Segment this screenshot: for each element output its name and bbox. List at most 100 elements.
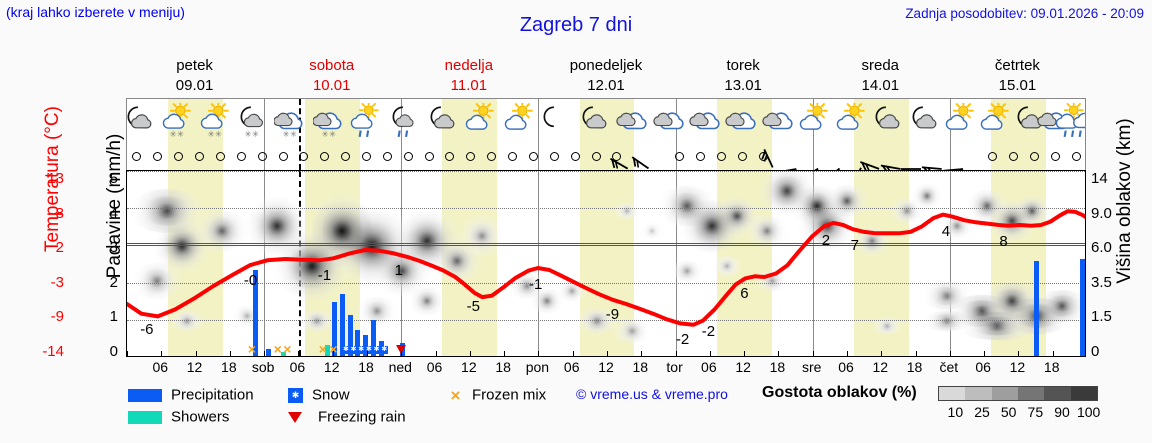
x-axis-tick: [264, 351, 266, 356]
weather-icon-moon-cloud: [1013, 103, 1047, 143]
weather-icon-moon-cloud: [127, 103, 157, 143]
weather-icon-sun-cloud-rain: [1054, 100, 1085, 143]
weather-icon-cloud: [725, 103, 759, 143]
precipitation-tick: 4: [109, 204, 118, 222]
weather-icon-sun-cloud: [835, 100, 869, 143]
precipitation-bar: [355, 329, 361, 356]
precipitation-bar: [1080, 258, 1085, 356]
calm-wind-circle: [716, 152, 726, 161]
temperature-line: [127, 209, 1085, 327]
calm-wind-circle: [424, 152, 434, 161]
x-axis-label: 06: [975, 359, 991, 375]
cloud-scale-label: 10: [947, 404, 964, 420]
calm-wind-circle: [988, 152, 998, 161]
gridline-horizontal: [127, 245, 1085, 247]
legend-freezing-rain: Freezing rain: [288, 408, 406, 426]
last-update-text: Zadnja posodobitev: 09.01.2026 - 20:09: [905, 6, 1144, 21]
calm-wind-circle: [675, 152, 685, 161]
calm-wind-circle: [174, 152, 184, 161]
precipitation-tick: 3: [109, 239, 118, 257]
weather-icon-moon-cloud: [578, 103, 612, 143]
x-axis-label: 06: [701, 359, 717, 375]
weather-icon-moon-rain: [388, 103, 422, 143]
x-axis-tick: [435, 351, 437, 356]
precipitation-bar: [363, 335, 369, 356]
x-axis-tick: [812, 351, 814, 356]
svg-text:✳: ✳: [283, 129, 290, 139]
wind-barb: [938, 156, 964, 170]
temperature-tick: 8: [55, 204, 64, 222]
x-axis-label: 18: [906, 359, 923, 375]
temperature-label: -2: [701, 322, 716, 340]
wind-barb: [771, 156, 798, 170]
day-name: petek: [176, 57, 213, 74]
cloud-scale-step: [939, 387, 966, 400]
menu-hint-text: (kraj lahko izberete v meniju): [6, 4, 185, 20]
day-separator: [812, 99, 814, 170]
temperature-tick: 13: [47, 170, 64, 187]
current-time-line: [298, 99, 301, 170]
calm-wind-circle: [466, 152, 476, 161]
weather-icon-moon-cloud: [426, 103, 460, 143]
temperature-tick: 2: [55, 239, 64, 257]
weather-icon-moon-cloud-snow: ✳ ✳: [236, 103, 270, 143]
cloud-density-scale-labels: 10 25 50 75 90 100: [928, 404, 1113, 422]
wind-barb: [813, 158, 845, 170]
temperature-label: 4: [941, 222, 951, 240]
x-axis-label: pon: [525, 359, 550, 375]
cloud-height-tick: 0: [1091, 343, 1100, 360]
legend-precipitation: Precipitation: [128, 386, 254, 404]
day-column-sreda: sreda 14.01: [812, 55, 949, 98]
cloud-scale-step: [991, 387, 1018, 400]
weather-icon-sun-cloud: [944, 100, 978, 143]
wind-barb: [875, 152, 902, 170]
weather-icon-cloud-snow: ✳ ✳: [311, 103, 347, 143]
calm-wind-circle: [737, 152, 747, 161]
frozen-mix-marker: ×: [318, 341, 327, 357]
x-axis-tick: [709, 351, 711, 356]
frozen-mix-marker: ×: [329, 341, 338, 357]
precipitation-tick: 5: [109, 170, 118, 187]
x-axis-tick: [881, 351, 883, 356]
day-date: 11.01: [450, 77, 488, 94]
svg-text:✳: ✳: [290, 129, 297, 139]
x-axis-tick: [538, 351, 540, 356]
day-column-torek: torek 13.01: [675, 55, 812, 98]
weather-icon-cloud: [652, 103, 687, 143]
x-axis-label: 18: [769, 359, 786, 375]
cloud-scale-label: 100: [1076, 404, 1101, 420]
day-name: ponedeljek: [569, 57, 643, 74]
x-axis-label: 12: [1009, 359, 1026, 375]
showers-swatch: [128, 410, 162, 424]
weather-icon-cloud: [616, 103, 650, 143]
x-axis-label: 12: [598, 359, 614, 375]
day-date: 14.01: [861, 77, 900, 94]
x-axis-label: 12: [872, 359, 889, 375]
x-axis-label: 12: [323, 359, 340, 375]
weather-icon-sun-cloud: [979, 100, 1013, 143]
day-separator: [538, 99, 540, 170]
day-separator: [675, 99, 677, 170]
cloud-height-tick: 6.0: [1091, 239, 1112, 257]
wind-barb: [624, 144, 656, 170]
x-axis-label: 06: [838, 359, 854, 375]
frozen-mix-icon: ×: [450, 385, 461, 405]
day-name: četrtek: [994, 57, 1040, 74]
copyright-text[interactable]: © vreme.us & vreme.pro: [576, 386, 728, 402]
temperature-label: -5: [466, 298, 480, 316]
wind-barb: [603, 145, 634, 170]
temperature-label: 1: [394, 262, 403, 280]
frozen-mix-marker: ×: [247, 341, 256, 357]
freezing-rain-icon: [288, 411, 302, 423]
legend-showers: Showers: [128, 408, 229, 426]
x-axis-label: 06: [563, 359, 580, 375]
temperature-tick: -14: [42, 343, 64, 360]
cloud-height-tick: 14: [1091, 170, 1108, 187]
cloud-scale-label: 25: [974, 404, 990, 420]
cloud-height-tick: 9.0: [1091, 204, 1112, 222]
x-axis-label: ned: [388, 359, 412, 375]
calm-wind-circle: [299, 152, 309, 161]
day-column-ponedeljek: ponedeljek 12.01: [537, 55, 674, 98]
temperature-tick: -3: [50, 273, 64, 291]
cloud-height-tick: 3.5: [1091, 273, 1112, 291]
